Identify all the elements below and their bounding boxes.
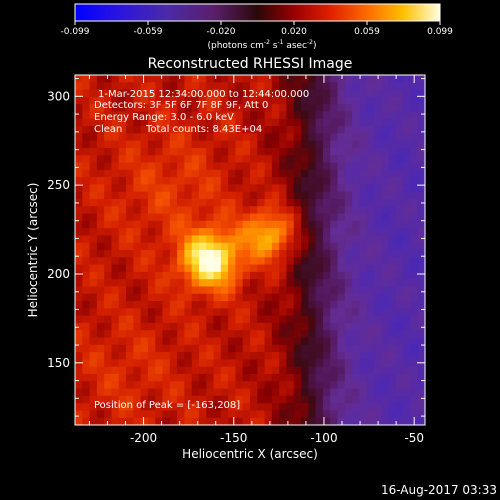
y-tick-labels: 150 200 250 300 xyxy=(47,89,70,369)
colorbar-tick-label: -0.099 xyxy=(60,27,89,37)
colorbar xyxy=(74,3,441,22)
image-annotations: 1-Mar-2015 12:34:00.000 to 12:44:00.000 … xyxy=(94,89,309,411)
plot-frame xyxy=(74,74,426,426)
colorbar-tick-label: 0.020 xyxy=(281,27,307,37)
y-tick-label: 150 xyxy=(47,356,70,370)
time-range-annotation: 1-Mar-2015 12:34:00.000 to 12:44:00.000 xyxy=(98,89,309,100)
colorbar-ticks xyxy=(74,21,441,25)
heatmap-image xyxy=(75,75,425,425)
x-axis-label: Heliocentric X (arcsec) xyxy=(182,447,318,461)
clean-annotation: Clean xyxy=(94,124,122,135)
x-tick-label: -200 xyxy=(130,431,157,445)
timestamp: 16-Aug-2017 03:33 xyxy=(381,483,497,497)
energy-range-annotation: Energy Range: 3.0 - 6.0 keV xyxy=(94,112,234,123)
colorbar-tick-labels: -0.099 -0.059 -0.020 0.020 0.059 0.099 xyxy=(60,27,453,37)
y-tick-label: 200 xyxy=(47,267,70,281)
colorbar-tick-label: -0.059 xyxy=(133,27,162,37)
x-tick-label: -150 xyxy=(220,431,247,445)
y-axis-label: Heliocentric Y (arcsec) xyxy=(26,183,40,318)
x-tick-labels: -200 -150 -100 -50 xyxy=(130,431,424,445)
axis-ticks xyxy=(75,75,425,425)
colorbar-unit: (photons cm-2 s-1 asec-2) xyxy=(207,39,316,51)
colorbar-tick-label: 0.059 xyxy=(354,27,380,37)
colorbar-tick-label: 0.099 xyxy=(427,27,453,37)
total-counts-annotation: Total counts: 8.43E+04 xyxy=(145,124,262,135)
colorbar-tick-label: -0.020 xyxy=(206,27,235,37)
y-tick-label: 250 xyxy=(47,178,70,192)
x-tick-label: -100 xyxy=(310,431,337,445)
detectors-annotation: Detectors: 3F 5F 6F 7F 8F 9F, Att 0 xyxy=(94,100,268,111)
y-tick-label: 300 xyxy=(47,89,70,103)
peak-position-annotation: Position of Peak = [-163,208] xyxy=(94,400,240,411)
plot-title: Reconstructed RHESSI Image xyxy=(148,56,353,72)
x-tick-label: -50 xyxy=(404,431,424,445)
